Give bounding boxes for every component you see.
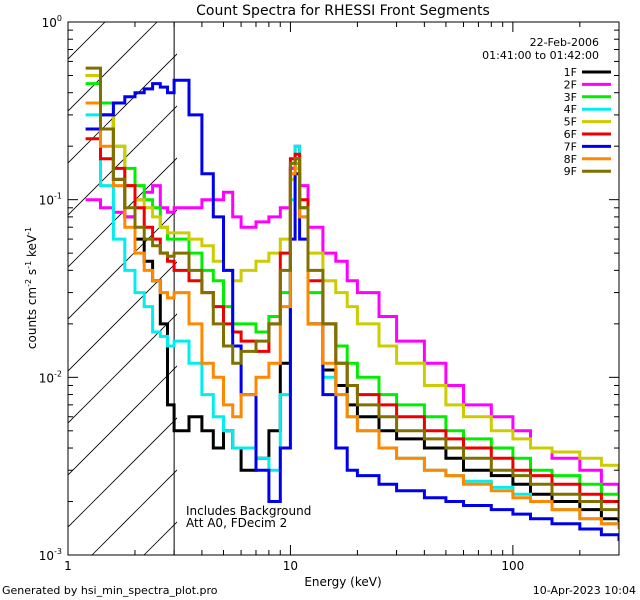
y-tick-label: 10-1 (39, 192, 62, 208)
legend-label: 8F (564, 153, 577, 166)
legend-label: 1F (564, 66, 577, 79)
hatch-line (68, 417, 177, 528)
hatch-line (68, 22, 158, 112)
series-4f-line (85, 113, 619, 529)
series-lines (85, 66, 619, 541)
series-8f-line (85, 101, 619, 529)
legend-label: 3F (564, 91, 577, 104)
legend-label: 2F (564, 78, 577, 91)
series-9f-line (85, 66, 619, 519)
legend-label: 4F (564, 103, 577, 116)
x-axis-label: Energy (keV) (304, 575, 381, 589)
hatch-line (68, 365, 177, 476)
x-tick-label: 10 (283, 559, 298, 573)
y-tick-label: 10-3 (39, 547, 62, 563)
legend: 22-Feb-2006 01:41:00 to 01:42:00 1F2F3F4… (482, 36, 611, 178)
x-tick-label: 1 (64, 559, 72, 573)
legend-time-range: 01:41:00 to 01:42:00 (482, 49, 599, 62)
legend-label: 9F (564, 165, 577, 178)
legend-date: 22-Feb-2006 (530, 36, 599, 49)
footer-timestamp: 10-Apr-2023 10:04 (533, 584, 636, 597)
y-tick-label: 100 (42, 14, 62, 30)
hatch-line (68, 157, 177, 268)
x-tick-labels: 1 10 100 (64, 559, 524, 573)
legend-label: 7F (564, 140, 577, 153)
y-tick-label: 10-2 (39, 369, 62, 385)
excluded-energy-region (68, 22, 177, 555)
x-tick-label: 100 (501, 559, 524, 573)
legend-label: 6F (564, 128, 577, 141)
footer-generated-by: Generated by hsi_min_spectra_plot.pro (2, 584, 218, 597)
chart-title: Count Spectra for RHESSI Front Segments (196, 3, 490, 19)
series-7f-line (85, 78, 619, 541)
plot-frame (67, 21, 620, 556)
axis-ticks (67, 21, 620, 556)
series-5f-line (85, 74, 619, 471)
annotation-attenuator: Att A0, FDecim 2 (186, 516, 287, 530)
annotation-background: Includes Background (186, 504, 311, 518)
y-axis-label: counts cm-2 s-1 keV-1 (24, 227, 39, 349)
y-tick-labels: 100 10-1 10-2 10-3 (39, 14, 62, 563)
hatch-line (68, 53, 177, 164)
hatch-line (68, 209, 177, 320)
series-6f-line (85, 137, 619, 510)
series-1f-line (85, 74, 619, 524)
hatch-line (68, 22, 106, 60)
legend-label: 5F (564, 116, 577, 129)
